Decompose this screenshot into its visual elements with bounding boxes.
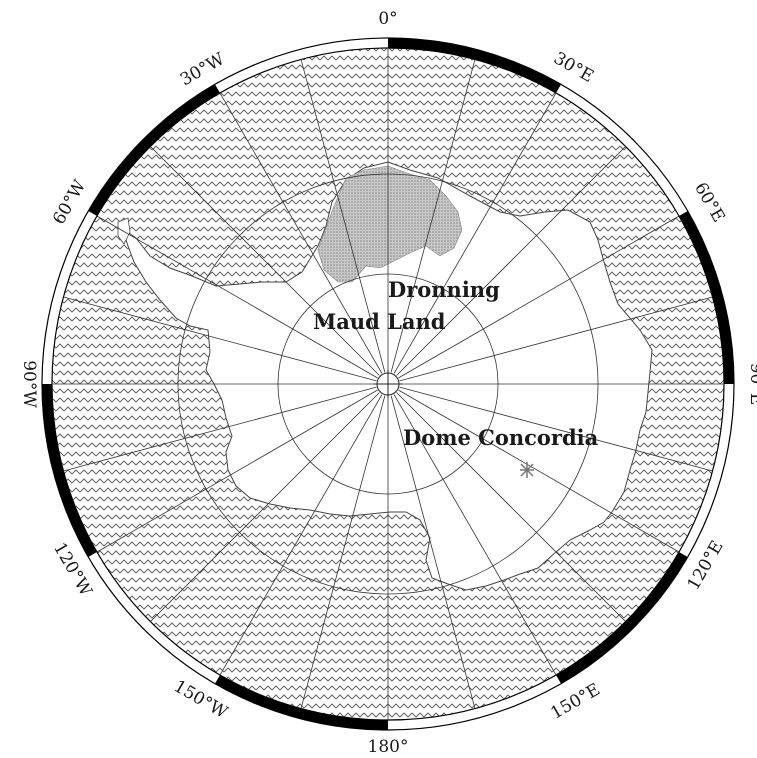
frame-black-segment <box>41 384 98 557</box>
lon-label-60e: 60°E <box>690 179 729 226</box>
lon-label-30e: 30°E <box>550 48 597 87</box>
meridian-line <box>150 146 380 376</box>
meridian-line <box>300 59 386 373</box>
lon-label-90e: 90°E <box>746 363 757 406</box>
frame-black-segment <box>678 211 734 384</box>
meridian-line <box>398 215 680 379</box>
meridian-line <box>150 392 380 622</box>
meridian-line <box>96 215 378 379</box>
frame-black-segment <box>388 38 561 94</box>
meridian-line <box>390 395 476 709</box>
frame-black-segment <box>556 552 688 684</box>
meridian-line <box>63 296 377 382</box>
meridian-line <box>399 296 713 382</box>
meridian-line <box>390 59 476 373</box>
label-dome-concordia: Dome Concordia <box>403 425 599 450</box>
south-pole-marker <box>374 370 402 398</box>
frame-black-segment <box>215 674 388 730</box>
lon-label-180: 180° <box>368 737 409 757</box>
dome-concordia-marker <box>520 462 534 478</box>
label-maud-land: Maud Land <box>313 309 446 334</box>
meridian-line <box>393 394 557 676</box>
meridian-line <box>96 389 378 553</box>
latitude-circles <box>177 173 599 595</box>
meridian-line <box>398 389 680 553</box>
meridian-line <box>396 146 626 376</box>
meridian-line <box>219 92 383 374</box>
meridian-line <box>393 92 557 374</box>
peninsula-tip <box>117 217 131 245</box>
graticule-lines <box>52 48 724 720</box>
dronning-maud-land-shade <box>317 165 463 283</box>
meridian-line <box>396 392 626 622</box>
meridian-line <box>300 395 386 709</box>
meridian-line <box>63 386 377 472</box>
meridian-line <box>399 386 713 472</box>
lon-label-90w: 90°W <box>19 360 39 408</box>
label-dronning: Dronning <box>388 277 500 302</box>
frame-black-segment <box>88 84 220 216</box>
lon-label-0: 0° <box>378 9 397 29</box>
meridian-line <box>219 394 383 676</box>
